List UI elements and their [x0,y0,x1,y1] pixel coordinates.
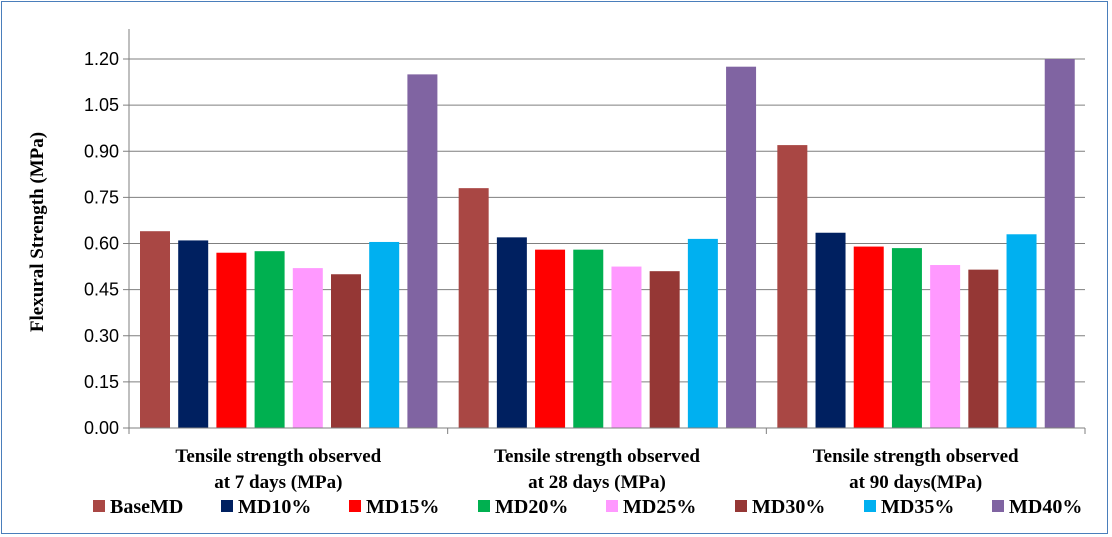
legend-swatch [349,500,361,512]
y-tick-label: 0.60 [84,234,119,254]
x-category-label: Tensile strength observed [813,446,1019,467]
bar-md40pct [407,74,438,428]
bar-md40pct [726,66,757,428]
y-axis-ticks: 0.00 0.15 0.30 0.45 0.60 0.75 0.90 1.05 1.20 [84,49,119,438]
bar-basemd [140,231,170,428]
y-tick-label: 0.00 [84,418,119,438]
bar-md20pct [254,251,285,428]
x-category-label: Tensile strength observed [494,446,700,467]
legend-label: MD10% [238,496,311,518]
legend-swatch [93,500,105,512]
category-labels: Tensile strength observed at 7 days (MPa)… [175,446,1019,493]
legend-swatch [992,500,1004,512]
bar-md15pct [853,246,884,428]
bar-md35pct [1006,234,1037,428]
legend-label: MD20% [495,496,568,518]
y-tick-label: 1.05 [84,95,119,115]
bar-md35pct [369,241,400,428]
bar-md30pct [649,271,680,428]
axes [128,29,1086,434]
y-tick-label: 0.45 [84,280,119,300]
legend-swatch [478,500,490,512]
bar-basemd [777,145,808,428]
legend-label: BaseMD [110,496,183,518]
y-tick-label: 0.15 [84,372,119,392]
x-category-label: at 90 days(MPa) [849,472,982,493]
bar-md20pct [891,248,922,428]
legend-label: MD15% [366,496,439,518]
bar-md25pct [611,266,642,428]
y-tick-label: 1.20 [84,49,119,69]
bar-md15pct [216,252,247,428]
legend-label: MD35% [881,496,954,518]
legend-swatch [221,500,233,512]
legend-swatch [606,500,618,512]
legend-label: MD30% [752,496,825,518]
y-axis-label: Flexural Strength (MPa) [27,132,48,332]
bar-md40pct [1044,59,1075,428]
legend-label: MD40% [1009,496,1082,518]
bar-md30pct [968,269,999,428]
legend-label: MD25% [623,496,696,518]
bar-basemd [458,188,489,428]
y-tick-label: 0.75 [84,187,119,207]
bar-md15pct [535,249,566,428]
bar-md30pct [331,274,361,428]
bar-md10pct [178,240,209,428]
y-tick-label: 0.90 [84,141,119,161]
x-category-label: Tensile strength observed [175,446,381,467]
legend: BaseMD MD10% MD15% MD20% MD25% MD30% MD35% MD40… [93,496,1082,518]
y-tick-label: 0.30 [84,326,119,346]
bar-md10pct [496,237,527,428]
bar-md25pct [930,265,961,428]
bar-md35pct [687,238,718,428]
bar-md10pct [815,232,846,428]
bar-md20pct [573,249,604,428]
x-category-label: at 28 days (MPa) [528,472,666,493]
legend-swatch [864,500,876,512]
x-category-label: at 7 days (MPa) [214,472,342,493]
legend-swatch [735,500,747,512]
bar-md25pct [292,268,323,428]
bars [140,59,1075,428]
